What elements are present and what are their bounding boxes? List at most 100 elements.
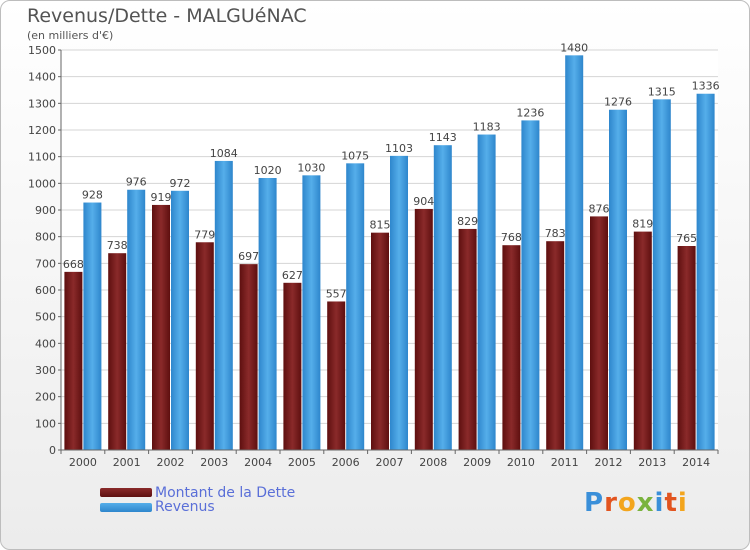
x-tick-label: 2009	[463, 456, 491, 469]
x-tick-label: 2012	[595, 456, 623, 469]
bar-revenus	[390, 155, 408, 450]
data-label: 668	[63, 258, 84, 271]
data-label: 1315	[648, 85, 676, 98]
data-label: 919	[151, 191, 172, 204]
data-label: 1480	[560, 41, 588, 54]
x-tick-label: 2010	[507, 456, 535, 469]
chart-title: Revenus/Dette - MALGUéNAC	[27, 5, 307, 27]
data-label: 768	[501, 231, 522, 244]
data-label: 783	[545, 227, 566, 240]
logo-letter: i	[677, 488, 688, 518]
data-label: 815	[370, 219, 391, 232]
data-label: 928	[82, 189, 103, 202]
data-label: 738	[107, 239, 128, 252]
y-tick-label: 1100	[28, 151, 56, 164]
logo-letter: o	[617, 488, 637, 518]
plot-area	[61, 50, 718, 450]
bar-revenus	[433, 145, 452, 450]
bar-revenus	[521, 120, 540, 451]
bar-dette	[677, 246, 696, 450]
bar-dette	[458, 228, 477, 450]
y-tick-label: 1400	[28, 71, 56, 84]
logo-letter: t	[664, 488, 678, 518]
x-tick-label: 2002	[157, 456, 185, 469]
bar-revenus	[696, 93, 715, 450]
y-tick-label: 100	[35, 417, 56, 430]
bar-dette	[414, 208, 433, 450]
data-label: 904	[413, 195, 434, 208]
x-tick-label: 2000	[69, 456, 97, 469]
data-label: 1336	[692, 80, 720, 93]
bar-dette	[152, 204, 170, 450]
bar-dette	[64, 271, 83, 450]
data-label: 1020	[254, 164, 282, 177]
y-tick-label: 1000	[28, 177, 56, 190]
bar-revenus	[652, 99, 671, 450]
logo-letter: P	[584, 488, 605, 518]
data-label: 1030	[297, 161, 325, 174]
bar-revenus	[477, 134, 496, 451]
bar-revenus	[258, 178, 277, 450]
bar-revenus	[346, 163, 365, 451]
bar-dette	[108, 253, 127, 450]
bar-dette	[633, 231, 652, 450]
bar-dette	[546, 241, 565, 450]
y-tick-label: 200	[35, 391, 56, 404]
y-tick-label: 400	[35, 337, 56, 350]
data-label: 819	[632, 218, 653, 231]
bar-dette	[371, 232, 389, 450]
y-tick-label: 700	[35, 257, 56, 270]
data-label: 829	[457, 215, 478, 228]
x-tick-label: 2005	[288, 456, 316, 469]
y-tick-label: 900	[35, 204, 56, 217]
logo-letter: r	[604, 488, 618, 518]
data-label: 972	[170, 177, 191, 190]
data-label: 876	[589, 202, 610, 215]
data-label: 1143	[429, 131, 457, 144]
y-tick-label: 1500	[28, 44, 56, 57]
y-tick-label: 1300	[28, 97, 56, 110]
x-tick-label: 2007	[376, 456, 404, 469]
y-tick-label: 500	[35, 311, 56, 324]
x-tick-label: 2014	[682, 456, 710, 469]
bar-dette	[283, 282, 302, 450]
proxiti-logo: Proxiti	[584, 488, 688, 518]
x-tick-label: 2011	[551, 456, 579, 469]
bar-revenus	[127, 189, 146, 450]
x-tick-label: 2001	[113, 456, 141, 469]
x-tick-label: 2004	[244, 456, 272, 469]
data-label: 1075	[341, 149, 369, 162]
x-tick-label: 2003	[200, 456, 228, 469]
legend-label-dette: Montant de la Dette	[155, 485, 296, 501]
legend-swatch-revenus	[100, 503, 152, 512]
y-tick-label: 300	[35, 364, 56, 377]
data-label: 765	[676, 232, 697, 245]
data-label: 627	[282, 269, 303, 282]
bar-dette	[590, 216, 608, 450]
bar-revenus	[302, 175, 321, 451]
data-label: 1103	[385, 142, 413, 155]
bar-dette	[195, 242, 214, 450]
bar-dette	[239, 264, 258, 450]
data-label: 1236	[516, 106, 544, 119]
bar-revenus	[565, 55, 584, 450]
bar-revenus	[214, 160, 233, 450]
data-label: 1183	[473, 121, 501, 134]
data-label: 1276	[604, 96, 632, 109]
bar-dette	[327, 301, 346, 450]
y-tick-label: 0	[49, 444, 56, 457]
y-tick-label: 600	[35, 284, 56, 297]
data-label: 1084	[210, 147, 238, 160]
data-label: 779	[194, 228, 215, 241]
data-label: 976	[126, 176, 147, 189]
x-tick-label: 2013	[638, 456, 666, 469]
chart-subtitle: (en milliers d'€)	[27, 29, 114, 42]
bar-dette	[502, 245, 521, 450]
y-tick-label: 1200	[28, 124, 56, 137]
legend-label-revenus: Revenus	[155, 499, 215, 515]
data-label: 557	[326, 287, 347, 300]
bar-revenus	[83, 202, 102, 450]
data-label: 697	[238, 250, 259, 263]
legend-swatch-dette	[100, 488, 152, 497]
